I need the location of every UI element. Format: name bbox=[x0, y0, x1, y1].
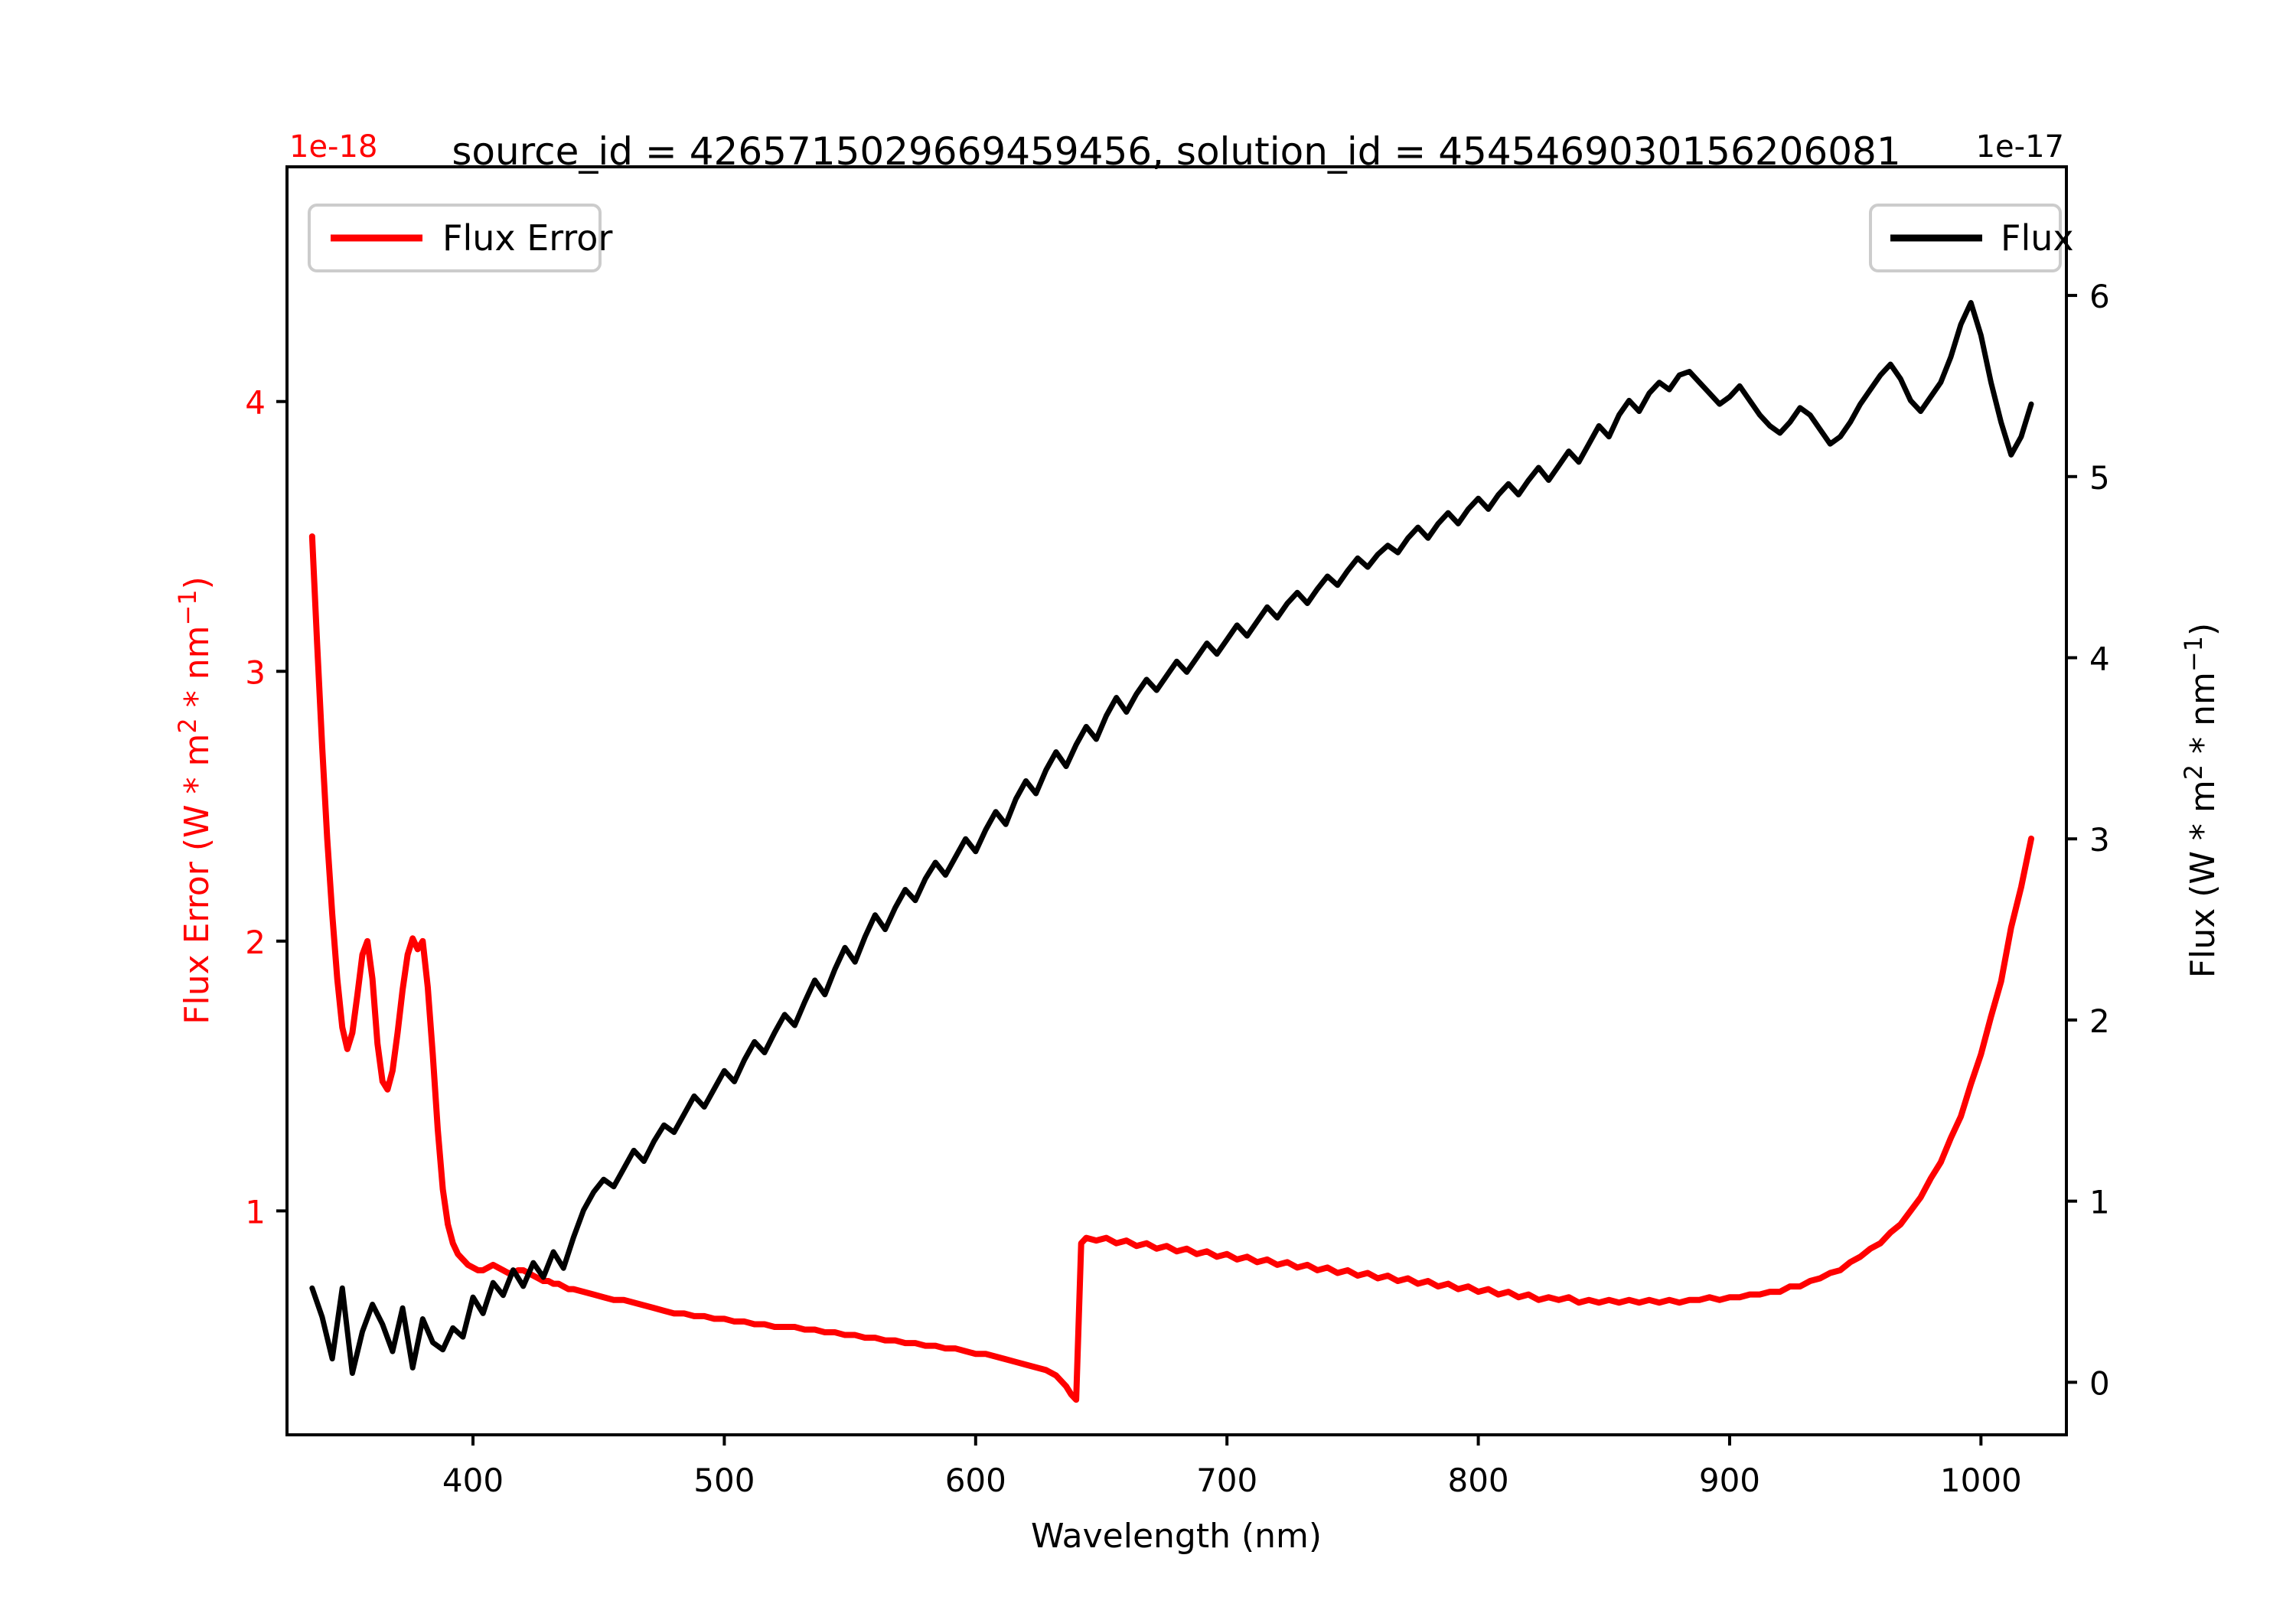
flux-error-legend-box bbox=[308, 204, 602, 272]
x-tick-label: 600 bbox=[945, 1462, 1006, 1499]
series-line-flux bbox=[309, 300, 2034, 1377]
left-y-tick-label: 2 bbox=[245, 924, 266, 961]
flux-legend[interactable]: Flux bbox=[1869, 204, 2074, 272]
axes-spines bbox=[285, 165, 2068, 1436]
x-tick-label: 800 bbox=[1447, 1462, 1508, 1499]
left-y-tick-label: 1 bbox=[245, 1193, 266, 1231]
right-y-tick-label: 6 bbox=[2089, 278, 2110, 315]
left-y-tick-label: 4 bbox=[245, 384, 266, 422]
plot-area-background bbox=[287, 167, 2066, 1435]
left-axis-offset-text: 1e-18 bbox=[289, 129, 377, 165]
right-y-tick-label: 3 bbox=[2089, 821, 2110, 859]
series-line-flux-error bbox=[308, 533, 2035, 1403]
right-y-tick-label: 5 bbox=[2089, 459, 2110, 497]
right-y-tick-label: 4 bbox=[2089, 640, 2110, 677]
axis-ticks-layer: 400 500 600 700 800 900 1000 1 2 3 4 0 1 2 3 4 5 6 bbox=[245, 278, 2109, 1499]
left-y-axis-title: Flux Error (W * m2 * nm−1) bbox=[173, 576, 217, 1025]
flux-error-legend-label: Flux Error bbox=[442, 217, 612, 259]
x-tick-label: 900 bbox=[1699, 1462, 1760, 1499]
x-tick-label: 1000 bbox=[1940, 1462, 2022, 1499]
x-axis-title: Wavelength (nm) bbox=[1031, 1517, 1322, 1556]
right-y-tick-label: 2 bbox=[2089, 1002, 2110, 1040]
right-y-tick-label: 1 bbox=[2089, 1184, 2110, 1221]
right-y-axis-title: Flux (W * m2 * nm−1) bbox=[2179, 623, 2223, 978]
right-y-tick-label: 0 bbox=[2089, 1364, 2110, 1402]
data-series-layer bbox=[308, 300, 2035, 1403]
x-tick-label: 400 bbox=[442, 1462, 504, 1499]
flux-legend-label: Flux bbox=[2001, 217, 2074, 259]
x-tick-label: 500 bbox=[693, 1462, 755, 1499]
right-axis-offset-text: 1e-17 bbox=[1976, 129, 2064, 165]
flux-error-legend[interactable]: Flux Error bbox=[308, 204, 612, 272]
x-tick-label: 700 bbox=[1196, 1462, 1257, 1499]
left-y-tick-label: 3 bbox=[245, 654, 266, 691]
